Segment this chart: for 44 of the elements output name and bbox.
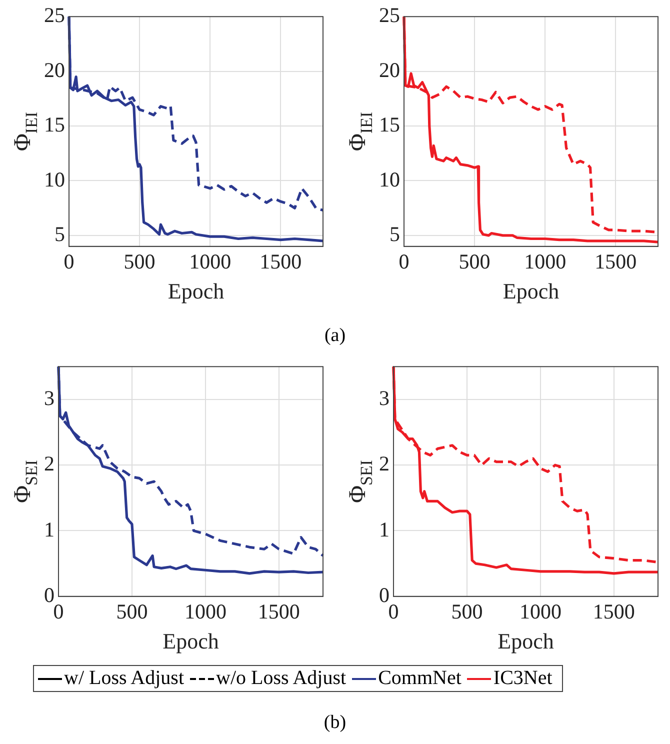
y-tick-label: 0 [44,582,54,607]
legend-label: IC3Net [493,667,552,690]
x-axis-title: Epoch [502,278,560,304]
y-axis-title: ΦSEI [345,460,376,504]
x-tick-label: 1500 [260,250,302,274]
y-tick-label: 2 [44,452,54,476]
y-tick-label: 2 [379,452,390,476]
y-tick-label: 1 [379,517,390,542]
y-tick-label: 25 [44,3,65,28]
y-tick-label: 1 [44,517,54,542]
legend-label: w/o Loss Adjust [216,667,346,690]
x-tick-label: 1000 [524,250,566,274]
legend-label: CommNet [378,667,462,690]
x-tick-label: 500 [451,600,483,624]
y-tick-label: 3 [379,386,390,410]
y-tick-label: 10 [44,167,65,192]
y-tick-label: 3 [44,386,54,410]
y-tick-label: 5 [54,222,65,246]
x-axis-title: Epoch [168,278,224,304]
y-tick-label: 10 [379,167,400,192]
y-tick-label: 20 [379,58,400,82]
x-axis-title: Epoch [498,628,554,654]
x-tick-label: 500 [116,600,148,624]
y-tick-label: 5 [390,222,400,246]
y-tick-label: 25 [379,3,400,28]
x-tick-label: 1500 [258,600,300,624]
y-tick-label: 0 [379,582,390,607]
legend-label: w/ Loss Adjust [64,667,184,690]
y-axis-title: ΦIEI [345,112,376,152]
y-tick-label: 15 [379,112,400,137]
text: (b) [322,712,348,734]
x-tick-label: 500 [458,250,490,274]
x-tick-label: 1500 [592,600,635,624]
x-tick-label: 1000 [519,600,562,624]
y-axis-title: ΦIEI [10,112,41,152]
x-tick-label: 1000 [189,250,232,274]
x-tick-label: 1500 [594,250,637,274]
y-axis-title: ΦSEI [10,460,41,504]
x-axis-title: Epoch [162,628,219,654]
x-tick-label: 1000 [184,600,226,624]
y-tick-label: 20 [44,58,65,82]
text: (a) [323,325,347,347]
y-tick-label: 15 [44,112,65,137]
x-tick-label: 500 [124,250,156,274]
